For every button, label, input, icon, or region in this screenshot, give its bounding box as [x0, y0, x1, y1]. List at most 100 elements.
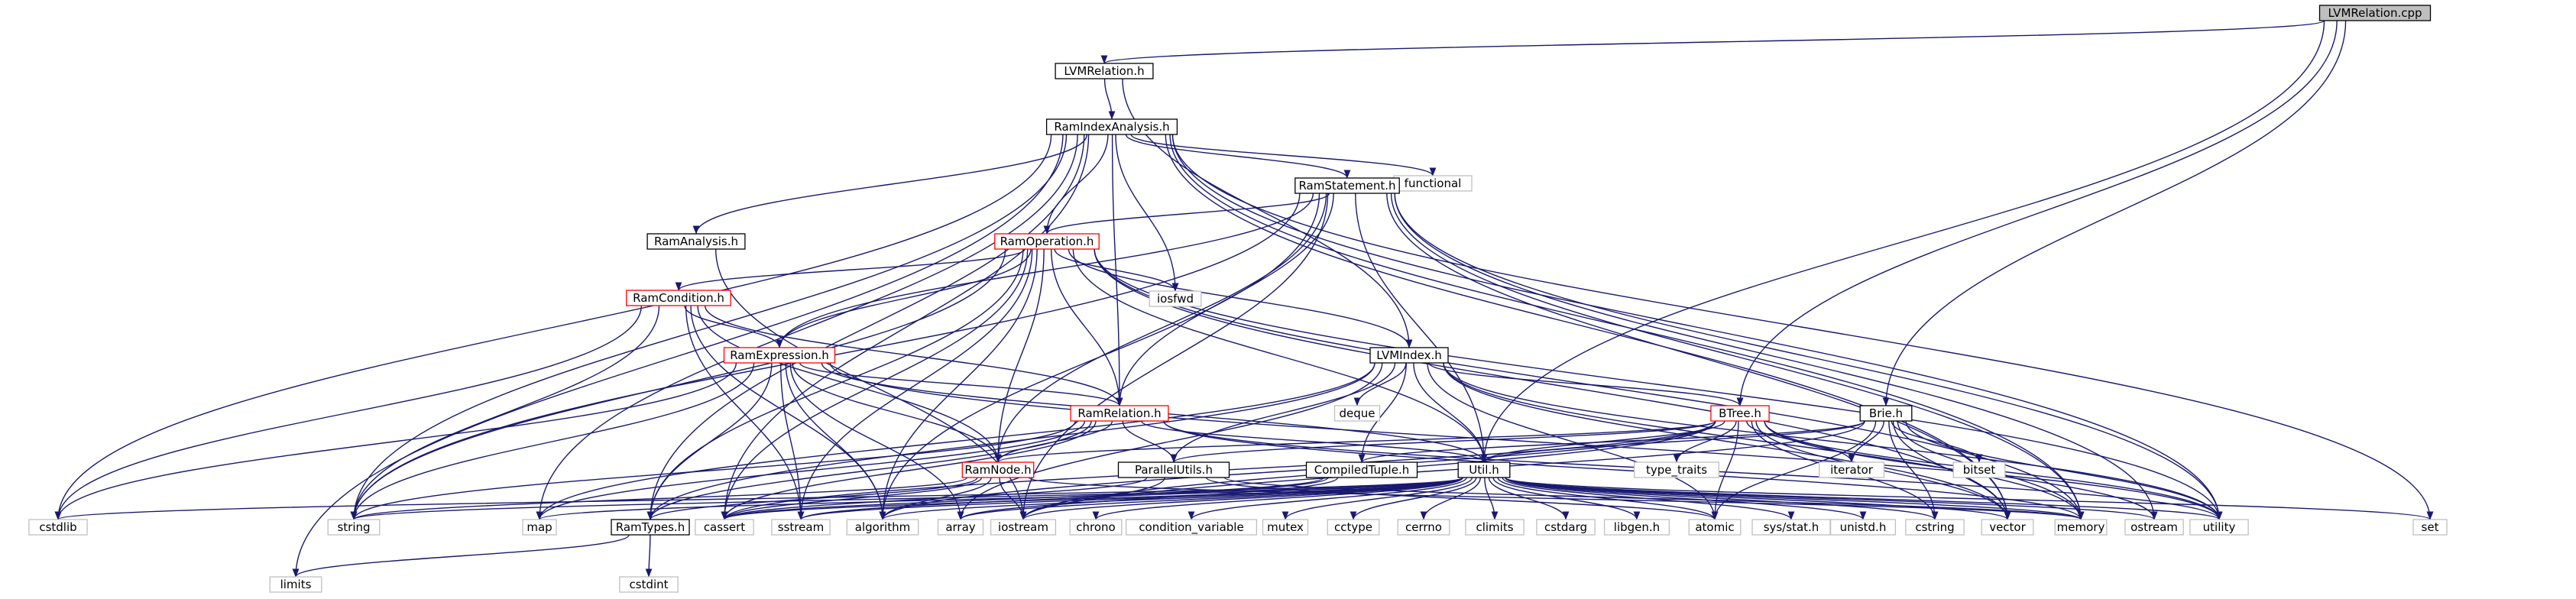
node-label: Util.h [1469, 463, 1499, 477]
edge-lvmindex-to-deque [1353, 362, 1407, 406]
node-label: RamOperation.h [1000, 235, 1094, 248]
dependency-edges [54, 20, 2434, 578]
node-sysstat: sys/stat.h [1751, 519, 1831, 536]
node-ramop[interactable]: RamOperation.h [994, 233, 1100, 250]
node-label: type_traits [1646, 463, 1707, 478]
node-box [646, 233, 746, 250]
edge-parallel-to-cassert [721, 477, 1148, 520]
node-label: memory [2057, 520, 2105, 534]
edge-util-to-sysstat [1502, 477, 1795, 520]
node-limits: limits [269, 576, 322, 593]
node-util[interactable]: Util.h [1457, 461, 1511, 478]
node-box [1710, 405, 1770, 422]
node-label: iosfwd [1157, 292, 1194, 306]
edge-ramop-to-lvmindex [1068, 248, 1413, 348]
node-box [1369, 347, 1449, 364]
edge-rai-to-ramtypes [646, 134, 1085, 520]
node-label: mutex [1267, 520, 1304, 534]
edge-ramtypes-to-cstdint [645, 534, 653, 578]
node-ramnode[interactable]: RamNode.h [961, 461, 1035, 478]
node-ramstatement[interactable]: RamStatement.h [1294, 177, 1400, 194]
node-label: cstring [1915, 520, 1954, 534]
node-box [1117, 461, 1230, 478]
edge-brie-to-compiled [1358, 420, 1865, 463]
edge-lvmrel-to-rai [1103, 78, 1116, 120]
node-box [611, 519, 690, 536]
edge-ramcond-to-algorithm [690, 305, 886, 520]
node-compiled[interactable]: CompiledTuple.h [1305, 461, 1418, 478]
node-box [961, 461, 1035, 478]
edge-util-to-map [536, 477, 1463, 520]
edge-btree-to-type_traits [1673, 420, 1737, 463]
node-label: cerrno [1405, 520, 1442, 534]
node-string: string [327, 519, 381, 536]
node-memory: memory [2054, 519, 2108, 536]
edge-rai-to-ramstatement [1125, 134, 1351, 179]
edge-rai-to-cassert [721, 134, 1090, 520]
edge-ramnode-to-ramtypes [646, 477, 978, 520]
edge-ramop-to-string [350, 248, 1006, 520]
node-utility: utility [2189, 519, 2249, 536]
file-nodes: LVMRelation.cpp LVMRelation.h RamIndexAnal… [28, 5, 2448, 593]
edge-util-to-chrono [1092, 477, 1463, 520]
node-cstdint: cstdint [619, 576, 679, 593]
node-functional: functional [1393, 175, 1473, 192]
node-box [619, 576, 679, 593]
edge-rai-to-map [536, 134, 1078, 520]
node-brie[interactable]: Brie.h [1859, 405, 1913, 422]
node-map: map [522, 519, 557, 536]
node-climits: climits [1465, 519, 1525, 536]
edge-ramrel-to-ramtypes [646, 420, 1092, 520]
node-box [327, 519, 381, 536]
edge-btree-to-atomic [1711, 420, 1739, 520]
node-ramcond[interactable]: RamCondition.h [626, 290, 731, 306]
node-chrono: chrono [1069, 519, 1123, 536]
edge-compiled-to-array [957, 477, 1339, 520]
node-sstream: sstream [771, 519, 831, 536]
edge-ramop-to-util [1072, 248, 1488, 463]
node-label: condition_variable [1139, 520, 1243, 535]
node-ramanalysis[interactable]: RamAnalysis.h [646, 233, 746, 250]
edge-ramstatement-to-utility [1394, 193, 2223, 520]
node-label: LVMIndex.h [1376, 348, 1441, 362]
edge-root-to-lvmrel [1101, 20, 2325, 64]
node-lvmindex[interactable]: LVMIndex.h [1369, 347, 1449, 364]
node-label: algorithm [855, 520, 910, 534]
edge-lvmindex-to-btree [1428, 362, 1744, 406]
edge-brie-to-atomic [1711, 420, 1877, 520]
node-ramexpr[interactable]: RamExpression.h [723, 347, 836, 364]
node-box [1859, 405, 1913, 422]
node-parallel[interactable]: ParallelUtils.h [1117, 461, 1230, 478]
node-box [1829, 519, 1897, 536]
node-ramtypes[interactable]: RamTypes.h [611, 519, 690, 536]
node-label: iterator [1830, 463, 1874, 477]
edge-brie-to-bitset [1891, 420, 1983, 463]
edge-rai-to-functional [1130, 134, 1437, 176]
node-lvmrel[interactable]: LVMRelation.h [1055, 63, 1154, 79]
edge-ramop-to-iosfwd [1054, 248, 1179, 292]
node-root[interactable]: LVMRelation.cpp [2318, 5, 2432, 21]
node-label: functional [1405, 176, 1462, 190]
node-vector: vector [1981, 519, 2034, 536]
edge-util-to-climits [1484, 477, 1499, 520]
node-box [1818, 461, 1885, 478]
node-box [1125, 519, 1258, 536]
edge-brie-to-cstring [1888, 420, 1939, 520]
edge-ramcond-to-sstream [685, 305, 805, 520]
node-box [723, 347, 836, 364]
node-label: chrono [1076, 520, 1115, 534]
edge-util-to-cassert [721, 477, 1463, 520]
edge-ramexpr-to-ramtypes [646, 362, 773, 520]
node-btree[interactable]: BTree.h [1710, 405, 1770, 422]
edge-ramnode-to-memory [1029, 477, 2084, 520]
node-box [1294, 177, 1400, 194]
node-rai[interactable]: RamIndexAnalysis.h [1045, 118, 1178, 135]
node-box [2318, 5, 2432, 21]
node-box [1055, 63, 1154, 79]
node-unistd: unistd.h [1829, 519, 1897, 536]
node-cassert: cassert [695, 519, 754, 536]
edge-util-to-cerrno [1420, 477, 1481, 520]
node-cstdlib: cstdlib [28, 519, 88, 536]
node-ramrel[interactable]: RamRelation.h [1070, 405, 1169, 422]
edge-ramexpr-to-array [789, 362, 964, 520]
